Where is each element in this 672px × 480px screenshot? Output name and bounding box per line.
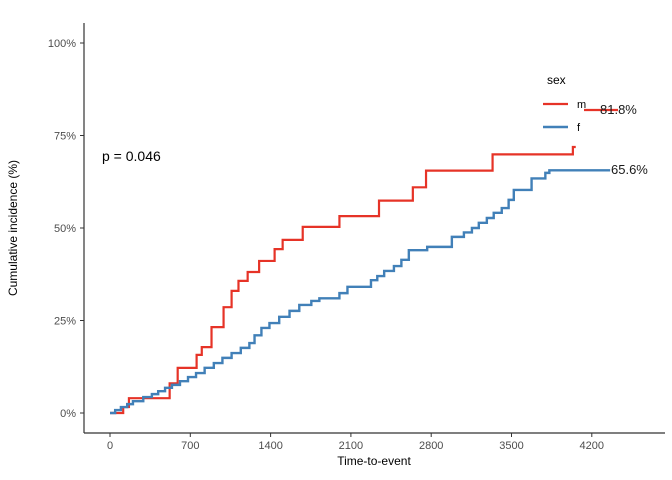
x-tick-label-1400: 1400	[258, 440, 282, 452]
y-tick-label-100: 100%	[48, 38, 76, 50]
legend-label-m: m	[577, 99, 586, 111]
x-tick-label-0: 0	[107, 440, 113, 452]
x-axis-title: Time-to-event	[337, 454, 411, 468]
x-tick-label-2800: 2800	[419, 440, 443, 452]
y-tick-label-25: 25%	[54, 316, 76, 328]
legend-label-f: f	[577, 122, 581, 134]
end-label-f: 65.6%	[611, 162, 648, 177]
end-label-m: 81.8%	[600, 102, 637, 117]
curve-m	[110, 145, 576, 415]
y-axis-title: Cumulative incidence (%)	[6, 160, 20, 296]
y-tick-label-50: 50%	[54, 223, 76, 235]
y-tick-label-0: 0%	[60, 408, 76, 420]
curve-f	[110, 169, 611, 415]
x-tick-label-3500: 3500	[499, 440, 523, 452]
p-value-text: p = 0.046	[102, 148, 161, 164]
x-tick-label-4200: 4200	[580, 440, 604, 452]
x-tick-label-700: 700	[181, 440, 199, 452]
x-tick-label-2100: 2100	[339, 440, 363, 452]
legend-title: sex	[547, 73, 566, 87]
y-tick-label-75: 75%	[54, 131, 76, 143]
